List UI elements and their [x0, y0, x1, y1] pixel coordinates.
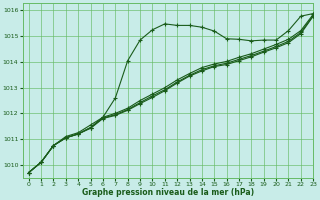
- X-axis label: Graphe pression niveau de la mer (hPa): Graphe pression niveau de la mer (hPa): [82, 188, 254, 197]
